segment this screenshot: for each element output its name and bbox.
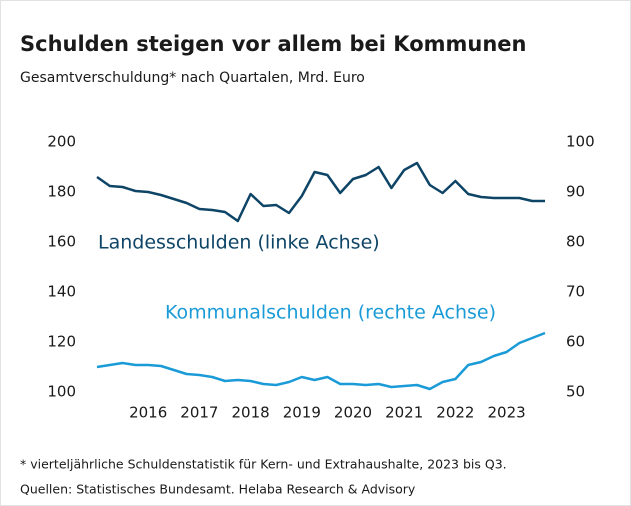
- series-label: Kommunalschulden (rechte Achse): [165, 302, 496, 324]
- chart-subtitle: Gesamtverschuldung* nach Quartalen, Mrd.…: [20, 70, 365, 86]
- x-tick-label: 2017: [180, 404, 218, 422]
- footnote: * vierteljährliche Schuldenstatistik für…: [20, 457, 507, 472]
- x-tick-label: 2016: [129, 404, 167, 422]
- y-tick-label: 160: [47, 233, 76, 251]
- y-tick-label: 100: [47, 383, 76, 401]
- y2-tick-label: 70: [566, 283, 585, 301]
- x-tick-label: 2023: [488, 404, 526, 422]
- y-tick-label: 200: [47, 133, 76, 151]
- x-tick-label: 2019: [283, 404, 321, 422]
- y2-tick-label: 100: [566, 133, 595, 151]
- x-tick-label: 2020: [334, 404, 372, 422]
- y2-tick-label: 50: [566, 383, 585, 401]
- x-tick-label: 2022: [436, 404, 474, 422]
- footnote: Quellen: Statistisches Bundesamt. Helaba…: [20, 482, 416, 497]
- y2-tick-label: 60: [566, 333, 585, 351]
- y-tick-label: 120: [47, 333, 76, 351]
- series-line: [96, 161, 545, 223]
- y-tick-label: 180: [47, 183, 76, 201]
- x-tick-label: 2018: [232, 404, 270, 422]
- x-tick-label: 2021: [385, 404, 423, 422]
- chart-title: Schulden steigen vor allem bei Kommunen: [20, 32, 526, 56]
- y2-tick-label: 80: [566, 233, 585, 251]
- series-label: Landesschulden (linke Achse): [98, 232, 380, 254]
- y-tick-label: 140: [47, 283, 76, 301]
- series-line: [96, 331, 546, 391]
- y2-tick-label: 90: [566, 183, 585, 201]
